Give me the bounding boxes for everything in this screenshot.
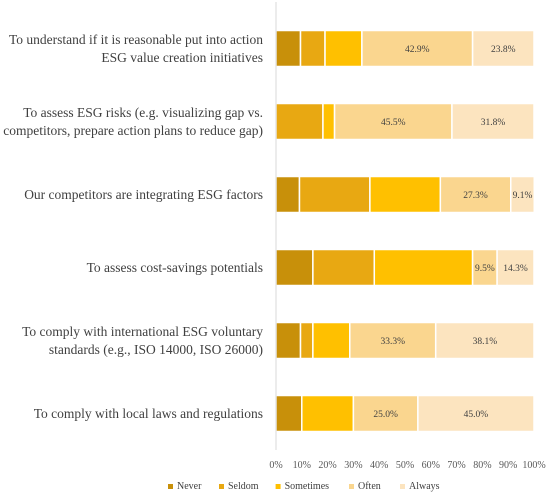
x-tick-label: 70%: [447, 460, 465, 471]
bar-segment-seldom: [299, 29, 326, 68]
bar-segment-sometimes: [312, 321, 351, 360]
legend-label-often: Often: [358, 481, 381, 492]
bar-segment-always: [434, 321, 535, 360]
legend-swatch-never: [168, 484, 173, 489]
bar-segment-seldom: [298, 175, 371, 214]
bar-segment-always: [417, 394, 535, 433]
bar-segment-seldom: [275, 102, 324, 141]
bar-segment-often: [471, 248, 498, 287]
legend-label-sometimes: Sometimes: [285, 481, 330, 492]
category-label-line: standards (e.g., ISO 14000, ISO 26000): [49, 342, 263, 357]
legend-label-seldom: Seldom: [228, 481, 259, 492]
bar-segment-often: [352, 394, 419, 433]
bar-segment-sometimes: [369, 175, 442, 214]
bar-segment-never: [275, 248, 314, 287]
x-tick-label: 30%: [344, 460, 362, 471]
category-label: Our competitors are integrating ESG fact…: [24, 187, 263, 202]
data-label: 27.3%: [463, 191, 488, 201]
bar-segment-always: [496, 248, 535, 287]
bar-segment-never: [275, 175, 301, 214]
bar-segment-never: [275, 29, 302, 68]
data-label: 33.3%: [380, 337, 405, 347]
bar-segment-always: [451, 102, 535, 141]
category-label: To comply with international ESG volunta…: [22, 324, 263, 357]
category-label-line: To comply with local laws and regulation…: [34, 406, 263, 421]
x-tick-label: 90%: [499, 460, 517, 471]
category-label-line: To comply with international ESG volunta…: [22, 324, 263, 339]
data-label: 9.1%: [513, 191, 533, 201]
bar-segment-always: [471, 29, 535, 68]
category-label-line: competitors, prepare action plans to red…: [3, 123, 263, 138]
x-tick-label: 80%: [473, 460, 491, 471]
category-label-line: To understand if it is reasonable put in…: [9, 32, 263, 47]
x-tick-label: 20%: [318, 460, 336, 471]
category-label: To comply with local laws and regulation…: [34, 406, 263, 421]
category-labels: To understand if it is reasonable put in…: [3, 32, 263, 421]
data-label: 25.0%: [373, 410, 398, 420]
x-tick-labels: 0% 10% 20% 30% 40% 50% 60% 70% 80% 90% 100%: [269, 460, 545, 471]
bar-segment-never: [275, 394, 303, 433]
legend-swatch-always: [400, 484, 405, 489]
bar-segment-often: [361, 29, 474, 68]
category-label-line: ESG value creation initiatives: [101, 50, 263, 65]
data-label: 14.3%: [503, 264, 528, 274]
bar-segment-often: [439, 175, 512, 214]
bar-segment-sometimes: [373, 248, 474, 287]
data-label: 23.8%: [491, 45, 516, 55]
legend-swatch-seldom: [219, 484, 224, 489]
data-label: 38.1%: [473, 337, 498, 347]
bar-segment-sometimes: [324, 29, 363, 68]
category-label: To assess ESG risks (e.g. visualizing ga…: [3, 105, 263, 138]
data-label: 42.9%: [405, 45, 430, 55]
legend-swatch-sometimes: [275, 484, 281, 489]
x-tick-label: 50%: [396, 460, 414, 471]
x-tick-label: 100%: [522, 460, 545, 471]
x-tick-label: 40%: [370, 460, 388, 471]
data-label: 9.5%: [475, 264, 495, 274]
category-label-line: Our competitors are integrating ESG fact…: [24, 187, 263, 202]
category-label: To understand if it is reasonable put in…: [9, 32, 263, 65]
bar-segment-seldom: [299, 321, 314, 360]
category-label: To assess cost-savings potentials: [87, 260, 263, 275]
bar-segment-always: [510, 175, 536, 214]
data-label: 45.0%: [464, 410, 489, 420]
legend-label-never: Never: [177, 481, 202, 492]
bar-segment-often: [333, 102, 453, 141]
category-label-line: To assess ESG risks (e.g. visualizing ga…: [23, 105, 263, 120]
data-label: 45.5%: [381, 118, 406, 128]
data-labels: 42.9% 23.8% 45.5% 31.8% 27.3% 9.1% 9.5% 14.3% 33…: [373, 45, 532, 420]
bars: [275, 29, 536, 433]
bar-segment-seldom: [312, 248, 376, 287]
data-label: 31.8%: [481, 118, 506, 128]
x-tick-label: 60%: [422, 460, 440, 471]
bar-segment-often: [349, 321, 437, 360]
bar-segment-never: [275, 321, 302, 360]
legend-label-always: Always: [409, 481, 440, 492]
category-label-line: To assess cost-savings potentials: [87, 260, 263, 275]
x-tick-label: 10%: [293, 460, 311, 471]
bar-segment-sometimes: [301, 394, 355, 433]
legend: Never Seldom Sometimes Often Always: [168, 481, 440, 492]
bar-segment-sometimes: [322, 102, 336, 141]
x-tick-label: 0%: [269, 460, 282, 471]
legend-swatch-often: [349, 484, 354, 489]
